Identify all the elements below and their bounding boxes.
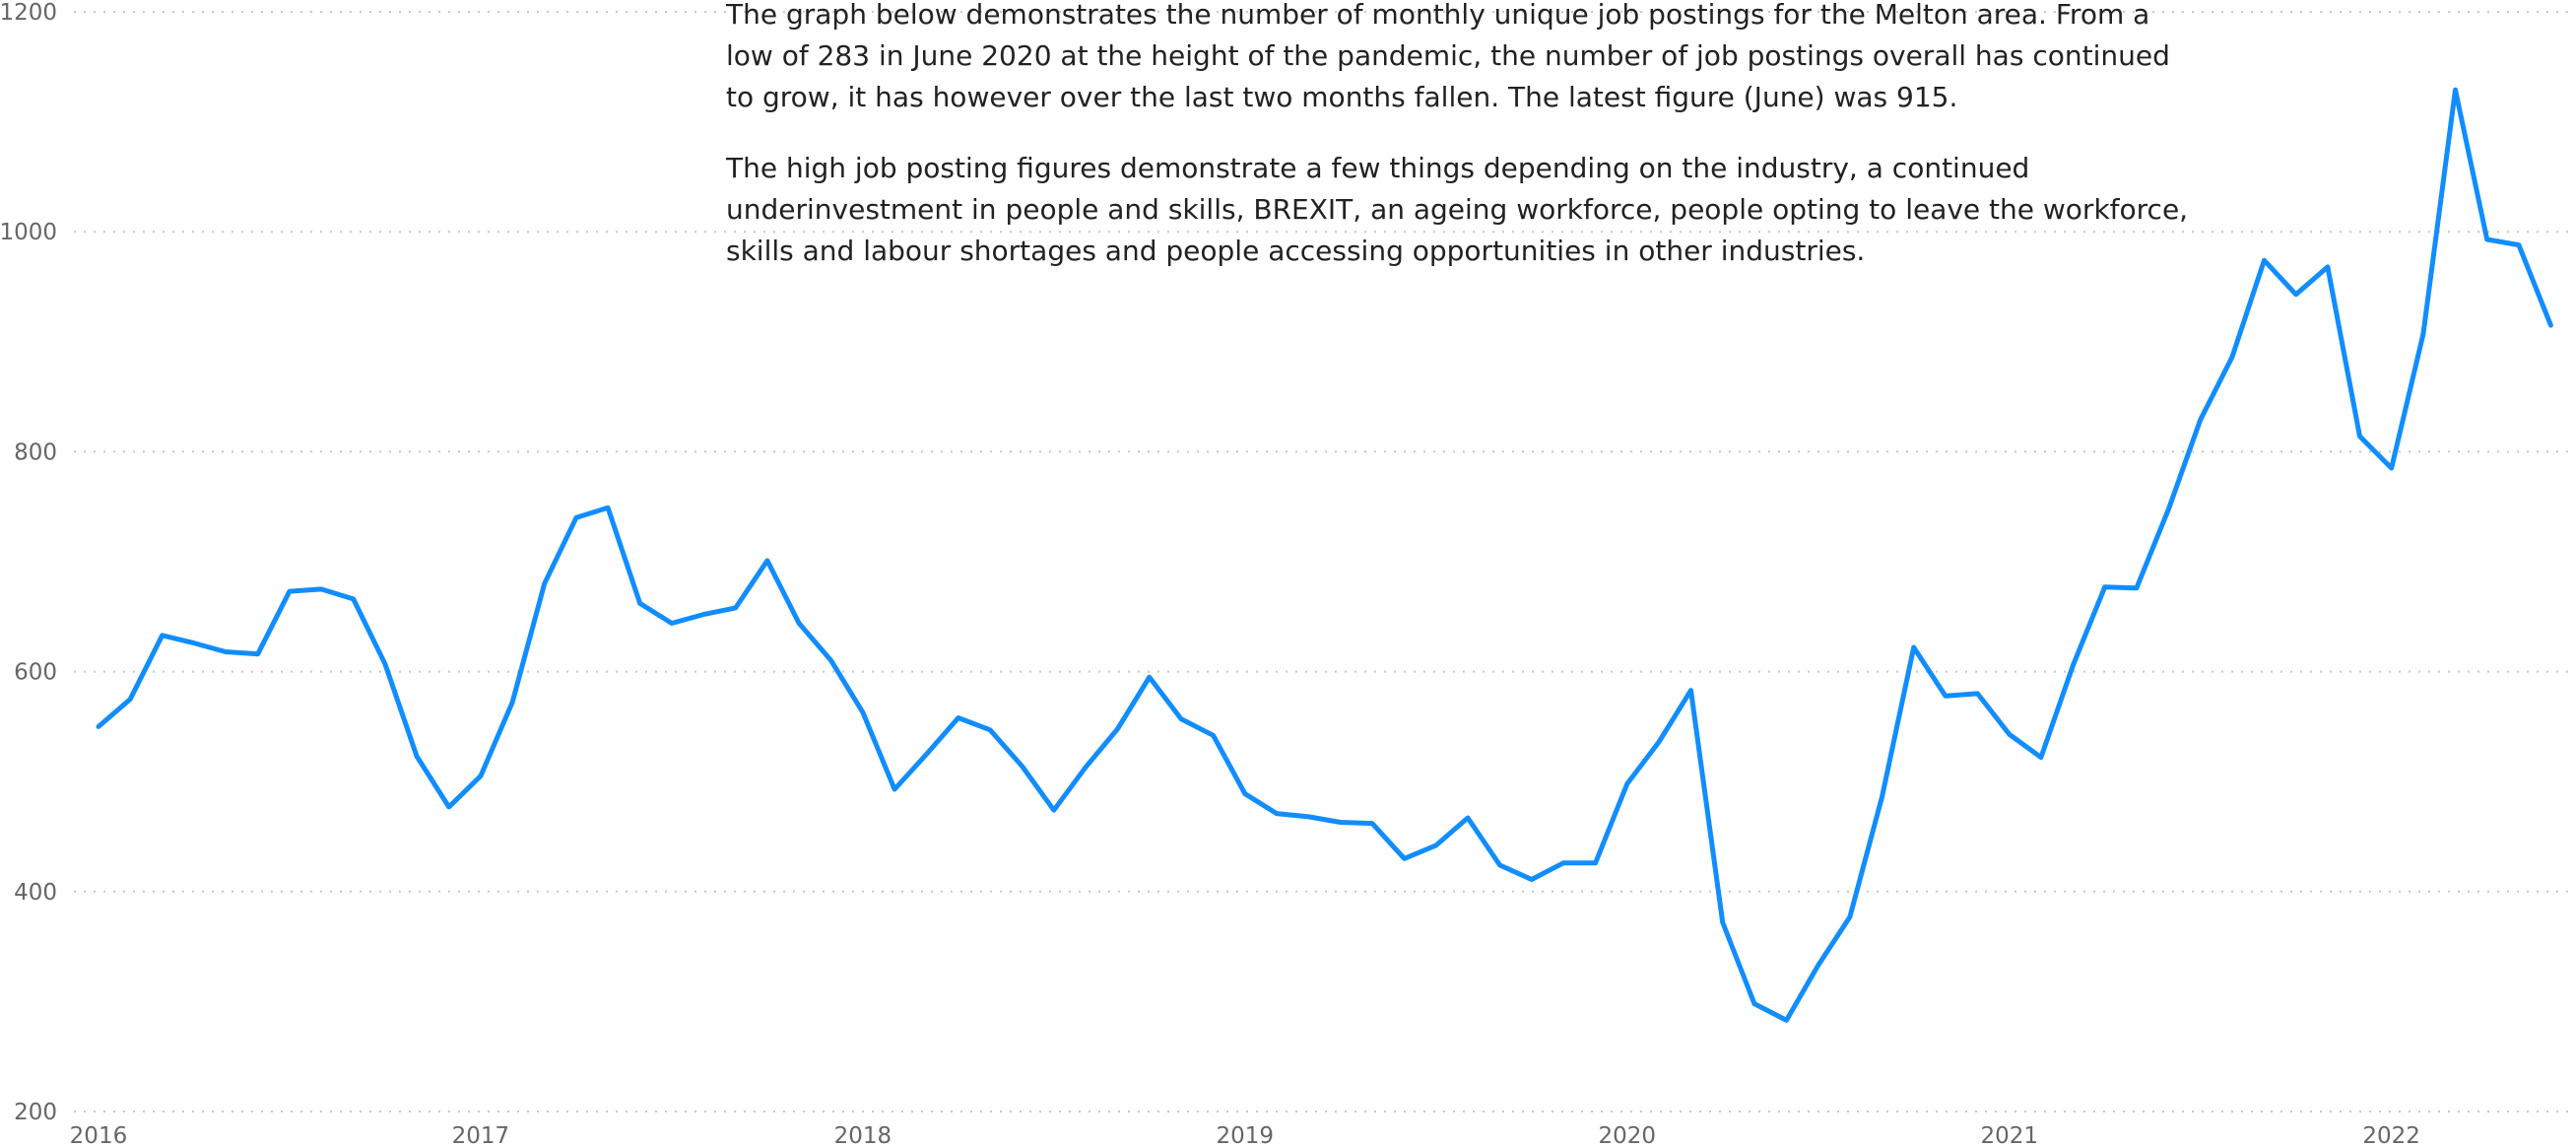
data-line: [96, 87, 2553, 1023]
x-tick-label: 2018: [834, 1123, 892, 1146]
x-tick-label: 2017: [452, 1123, 510, 1146]
x-tick-label: 2019: [1217, 1123, 1275, 1146]
y-tick-label: 400: [14, 880, 57, 906]
x-tick-label: 2016: [70, 1123, 128, 1146]
x-tick-label: 2020: [1598, 1123, 1656, 1146]
annotation-text: The graph below demonstrates the number …: [726, 0, 2204, 302]
x-tick-label: 2021: [1980, 1123, 2038, 1146]
annotation: The graph below demonstrates the number …: [726, 0, 2170, 113]
y-tick-label: 1200: [0, 0, 57, 26]
y-tick-label: 800: [14, 439, 57, 465]
y-tick-label: 200: [14, 1100, 57, 1125]
y-tick-label: 600: [14, 660, 57, 686]
x-tick-label: 2022: [2362, 1123, 2420, 1146]
y-tick-label: 1000: [0, 220, 57, 245]
annotation: The high job posting figures demonstrate…: [726, 152, 2189, 267]
